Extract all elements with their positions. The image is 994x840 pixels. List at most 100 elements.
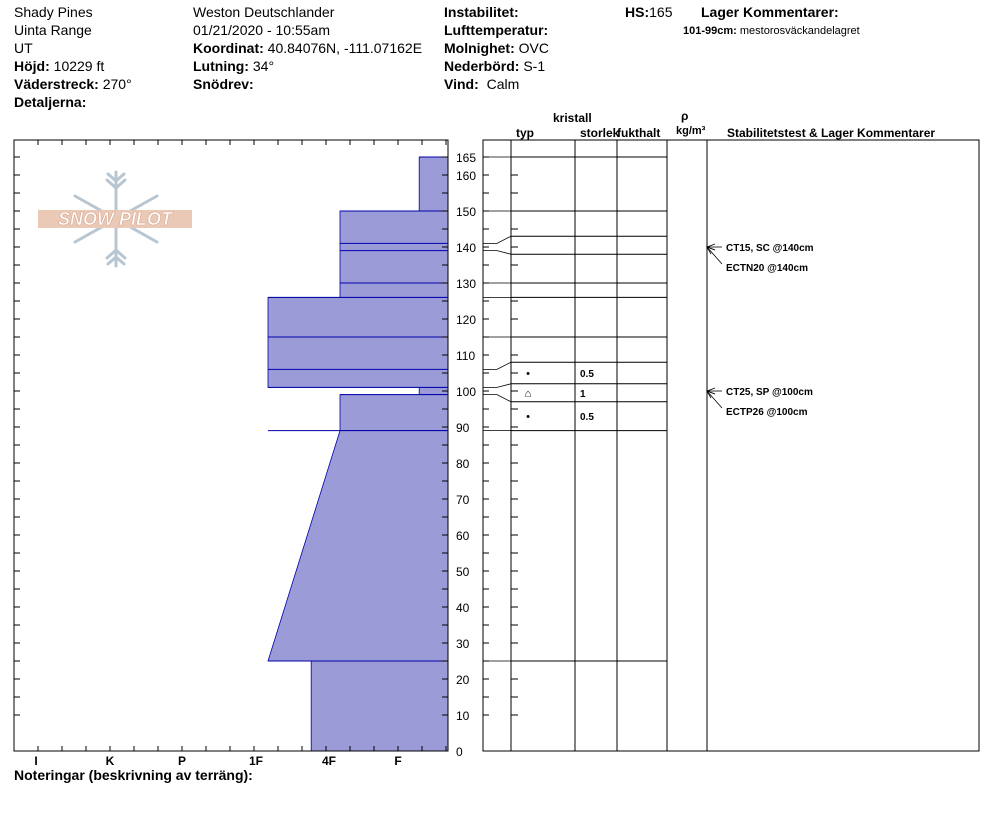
layer-connector: [483, 250, 512, 255]
snowpilot-logo: SNOW PILOT: [36, 170, 196, 270]
arrow-icon: [706, 390, 716, 399]
height-tick-label: 160: [456, 169, 476, 183]
hardness-axis: I K P 1F 4F F: [34, 140, 447, 768]
coordinate-row: Koordinat: 40.84076N, -111.07162E: [193, 40, 422, 56]
stability-header: Stabilitetstest & Lager Kommentarer: [727, 126, 936, 140]
aspect-value: 270°: [102, 76, 132, 92]
hardness-layer: [339, 210, 449, 298]
density-unit-header: kg/m³: [676, 125, 706, 137]
arrow-icon: [706, 246, 716, 255]
height-tick-label: 20: [456, 673, 470, 687]
height-tick-label: 50: [456, 565, 470, 579]
moisture-header: fukthalt: [617, 126, 661, 140]
elevation-row: Höjd: 10229 ft: [14, 58, 104, 74]
precip-value: S-1: [523, 58, 546, 74]
elevation-value: 10229 ft: [53, 58, 105, 74]
stability-tests: CT15, SC @140cm ECTN20 @140cm CT25, SP @10…: [705, 243, 814, 418]
hardness-layer: [339, 394, 449, 432]
hs-row: HS:165: [625, 4, 672, 20]
wind-row: Vind: Calm: [444, 76, 519, 92]
precip-row: Nederbörd: S-1: [444, 58, 545, 74]
slope-value: 34°: [252, 58, 275, 74]
height-tick-label: 60: [456, 529, 470, 543]
hardness-layers: [267, 156, 449, 752]
layer-connector: [483, 383, 512, 388]
precip-label: Nederbörd:: [444, 58, 520, 74]
mountain-range: Uinta Range: [14, 22, 92, 38]
layer-table: • 0.5 ⌂ 1 • 0.5: [483, 140, 708, 751]
height-tick-label: 30: [456, 637, 470, 651]
hardness-tick-label: I: [34, 754, 37, 768]
grain-type: •: [526, 411, 530, 423]
snowflake-icon: SNOW PILOT: [38, 170, 192, 268]
layer-comments-label: Lager Kommentarer:: [701, 4, 839, 20]
layer-comment-range: 101-99cm:: [683, 25, 737, 37]
slope-label: Lutning:: [193, 58, 249, 74]
grain-type: •: [526, 368, 530, 380]
height-tick-label: 120: [456, 313, 476, 327]
observation-datetime: 01/21/2020 - 10:55am: [193, 22, 330, 38]
height-tick-label: 90: [456, 421, 470, 435]
slope-row: Lutning: 34°: [193, 58, 274, 74]
hs-label: HS:: [625, 4, 650, 20]
hardness-tick-label: P: [178, 754, 186, 768]
stability-test-label: CT15, SC @140cm: [726, 243, 814, 254]
stability-pointer: [706, 246, 723, 265]
coordinate-label: Koordinat:: [193, 40, 264, 56]
crystal-header: kristall: [553, 111, 592, 125]
height-tick-label: 110: [456, 349, 475, 363]
wind-label: Vind:: [444, 76, 479, 92]
layer-connector: [483, 394, 512, 403]
state: UT: [14, 40, 33, 56]
elevation-label: Höjd:: [14, 58, 50, 74]
height-tick-label: 130: [456, 277, 476, 291]
aspect-row: Väderstreck: 270°: [14, 76, 132, 92]
stability-test-label: CT25, SP @100cm: [726, 387, 813, 398]
hardness-tick-label: 1F: [249, 754, 263, 768]
layer-boundaries: [268, 156, 448, 662]
sky-value: OVC: [518, 40, 549, 56]
hardness-layer: [267, 296, 449, 388]
drift-label: Snödrev:: [193, 76, 254, 92]
stability-test-label: ECTP26 @100cm: [726, 407, 808, 418]
layer-comment-row: 101-99cm: mestorosväckandelagret: [683, 25, 860, 37]
height-tick-label: 80: [456, 457, 470, 471]
logo-text: SNOW PILOT: [58, 209, 174, 229]
stability-pointer: [706, 390, 723, 409]
wind-value: Calm: [486, 76, 520, 92]
rho-header: ρ: [681, 109, 689, 123]
layer-connector: [483, 235, 512, 244]
layer-table-frame: [482, 139, 980, 752]
airtemp-label: Lufttemperatur:: [444, 22, 549, 38]
hs-value: 165: [649, 4, 673, 20]
grain-size: 1: [580, 389, 586, 400]
height-axis: 0 10 20 30 40 50 60 70 80 90 100 110 120 130 140 150 160…: [14, 151, 518, 759]
layer-comment-text: mestorosväckandelagret: [739, 25, 860, 37]
height-tick-label: 150: [456, 205, 476, 219]
location-name: Shady Pines: [14, 4, 93, 20]
height-tick-label: 40: [456, 601, 470, 615]
hardness-layer: [418, 156, 449, 212]
observer-name: Weston Deutschlander: [193, 4, 335, 20]
layer-connector: [483, 361, 512, 370]
size-header: storlek: [580, 126, 620, 140]
hardness-tick-label: F: [394, 754, 401, 768]
terrain-notes-label: Noteringar (beskrivning av terräng):: [14, 767, 253, 783]
instability-label: Instabilitet:: [444, 4, 519, 20]
height-tick-label: 140: [456, 241, 476, 255]
height-tick-label: 10: [456, 709, 470, 723]
sky-row: Molnighet: OVC: [444, 40, 549, 56]
height-tick-label: 100: [456, 385, 476, 399]
stability-test-label: ECTN20 @140cm: [726, 263, 808, 274]
grain-type: ⌂: [525, 388, 532, 400]
height-tick-label: 70: [456, 493, 470, 507]
type-header: typ: [516, 126, 534, 140]
hardness-layer: [267, 430, 449, 662]
grain-size: 0.5: [580, 412, 594, 423]
hardness-tick-label: K: [106, 754, 115, 768]
details-label: Detaljerna:: [14, 94, 87, 110]
coordinate-value: 40.84076N, -111.07162E: [267, 40, 423, 56]
height-tick-label: 0: [456, 745, 463, 759]
hardness-layer: [310, 660, 449, 752]
